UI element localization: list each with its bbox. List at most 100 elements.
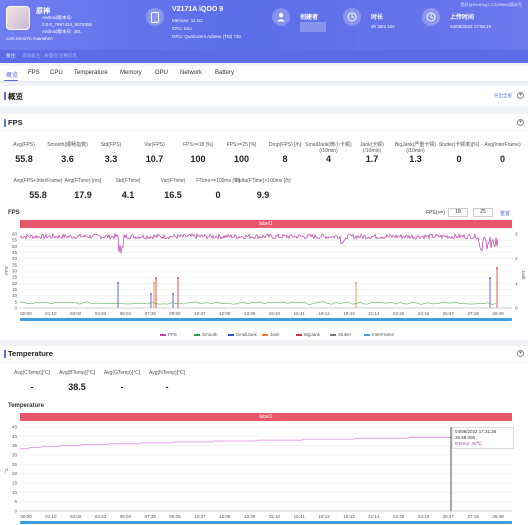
y-tick-label: 5 — [14, 499, 17, 504]
temp-chart-title: Temperature — [8, 403, 44, 409]
metric-value: - — [165, 382, 169, 392]
y-tick-label: 20 — [12, 281, 18, 286]
metric-value: 16.5 — [164, 190, 182, 200]
temp-section-title: Temperature — [8, 349, 53, 358]
overview-collapse-icon[interactable]: ▾ — [517, 92, 524, 99]
user-icon — [272, 8, 290, 26]
x-tick-label: 07:35 — [145, 311, 157, 316]
tab-memory[interactable]: Memory — [120, 70, 142, 76]
metric-value: 55.8 — [29, 190, 47, 200]
tab-gpu[interactable]: GPU — [155, 70, 169, 76]
legend-item[interactable]: InterFrame — [364, 332, 394, 337]
legend-swatch — [228, 334, 234, 336]
metric-tabs: 概览 FPS CPU Temperature Memory GPU Networ… — [0, 66, 528, 82]
metric-label: FTime>=100ms [%] — [196, 178, 240, 184]
x-tick-label: 24:16 — [418, 311, 430, 316]
tab-network[interactable]: Network — [180, 70, 203, 76]
x-tick-label: 27:18 — [468, 514, 480, 519]
metric-label: Std(FTime) — [115, 178, 141, 184]
legend-label: Stutter — [338, 332, 352, 337]
y-tick-label: 45 — [12, 250, 18, 255]
clock-icon — [343, 8, 361, 26]
temp-range-slider — [20, 521, 512, 524]
metric-label: Drop(FPS) [/h] — [268, 142, 302, 148]
x-tick-label: 04:33 — [95, 514, 107, 519]
x-tick-label: 15:10 — [269, 514, 281, 519]
temperature-chart: 45 40 35 30 25 20 15 10 5 0 °C 00:00 01:10 03:02 04:33… — [4, 425, 512, 524]
temp-accent — [4, 350, 6, 358]
temp-collapse-icon[interactable]: ▾ — [517, 350, 524, 357]
tab-cpu[interactable]: CPU — [50, 70, 63, 76]
y-tick-label: 15 — [12, 287, 18, 292]
fps-collapse-icon[interactable]: ▾ — [517, 119, 524, 126]
metric-label: Stutter(卡顿率)[%] — [438, 142, 480, 148]
x-tick-label: 19:43 — [343, 514, 355, 519]
legend-item[interactable]: SmallJank — [228, 332, 257, 337]
remark-text[interactable]: 添加备注 · 关键点/注释信息 — [22, 53, 77, 58]
metric-value: - — [30, 382, 34, 392]
overview-accent — [4, 92, 6, 100]
legend-item[interactable]: Smooth — [194, 332, 218, 337]
x-tick-label: 16:41 — [294, 514, 306, 519]
y-tick-label: 10 — [12, 293, 18, 298]
legend-label: Smooth — [202, 332, 218, 337]
metric-label: Avg(InterFrame) — [484, 142, 521, 148]
y-tick-label: 20 — [12, 471, 18, 476]
fps-label-band: label1 — [20, 220, 512, 228]
legend-item[interactable]: Stutter — [330, 332, 351, 337]
metric-value: 100 — [190, 154, 206, 164]
device-cpu: CPU: taro — [172, 26, 192, 31]
x-tick-label: 25:47 — [443, 311, 455, 316]
top-right-user-info[interactable]: 您好@PerfDog7.2.2(89680)版本号 — [460, 2, 522, 7]
fps-range-input-b[interactable]: 25 — [473, 208, 493, 217]
metric-label: Avg(NTemp)[°C] — [148, 370, 186, 376]
tab-overview[interactable]: 概览 — [6, 73, 19, 79]
metric-label: Avg(FPS) — [13, 142, 35, 148]
x-tick-label: 25:47 — [443, 514, 455, 519]
legend-item[interactable]: Jank — [262, 332, 280, 337]
export-all-link[interactable]: 导出全部 — [494, 93, 512, 98]
legend-item[interactable]: BigJank — [296, 332, 320, 337]
tab-battery[interactable]: Battery — [215, 70, 235, 76]
tab-fps[interactable]: FPS — [28, 70, 40, 76]
x-tick-label: 10:37 — [194, 311, 206, 316]
x-tick-label: 13:39 — [244, 514, 256, 519]
x-tick-label: 04:33 — [95, 311, 107, 316]
metric-label: FPS>=18 [%] — [183, 142, 213, 148]
legend-label: FPS — [168, 332, 177, 337]
fps-divider — [0, 130, 528, 131]
jank-marker-dot — [153, 282, 155, 284]
metric-value: 1.7 — [365, 154, 379, 164]
creator-label: 创建者 — [300, 15, 319, 21]
temp-label-band: label1 — [20, 413, 512, 421]
tab-temperature[interactable]: Temperature — [74, 70, 108, 76]
metric-label: Avg(CTemp)[°C] — [13, 370, 51, 376]
fps-series-line — [19, 232, 499, 254]
metric-value: - — [120, 382, 124, 392]
x-tick-label: 09:06 — [169, 514, 181, 519]
remark-label: 备注: — [6, 53, 17, 58]
fps-range-input-a[interactable]: 18 — [448, 208, 468, 217]
legend-item[interactable]: FPS — [160, 332, 177, 337]
jank-marker-dot — [489, 277, 491, 279]
remark-bar: 备注: 添加备注 · 关键点/注释信息 — [0, 50, 528, 63]
jank-marker-dot — [150, 293, 152, 295]
x-tick-label: 24:16 — [418, 514, 430, 519]
jank-marker-dot — [117, 282, 119, 284]
x-tick-label: 00:00 — [20, 514, 32, 519]
legend-label: SmallJank — [236, 332, 257, 337]
duration-value: 0h 30m 10s — [371, 24, 395, 29]
metric-value: 4 — [325, 154, 331, 164]
y-right-tick-label: 1 — [515, 281, 518, 286]
y-axis-label: FPS — [4, 266, 9, 275]
tooltip-date: 04/08/2022 17:31:36 — [455, 429, 497, 434]
metric-label: Avg(FPS+InterFrame) — [13, 178, 63, 184]
btemp-series-line — [19, 435, 498, 450]
y-right-tick-label: 0 — [515, 306, 518, 311]
fps-reset-button[interactable]: 重置 — [500, 211, 511, 217]
metric-label: Var(FPS) — [144, 142, 165, 148]
history-icon — [422, 8, 440, 26]
x-tick-label: 01:10 — [45, 514, 57, 519]
device-memory: Memory: 11.1G — [172, 18, 203, 23]
y-tick-label: 15 — [12, 481, 18, 486]
